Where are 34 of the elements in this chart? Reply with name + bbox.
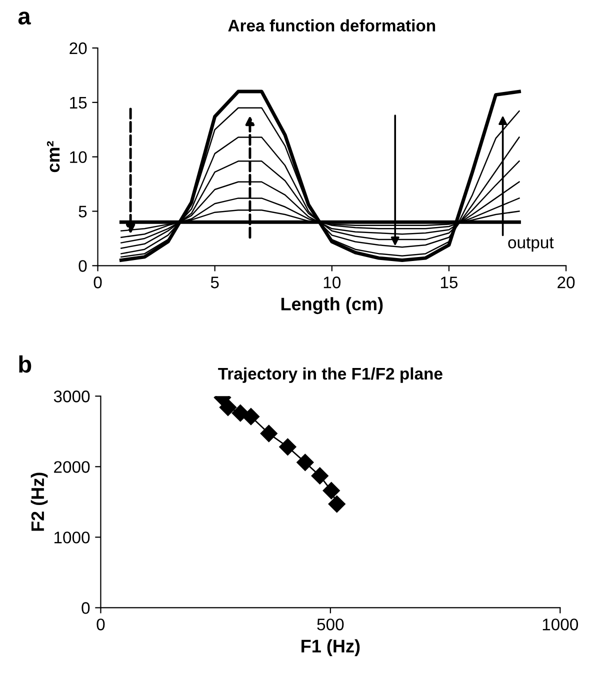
point [322, 482, 340, 500]
y-tick-label: 15 [70, 96, 87, 109]
x-tick-label: 15 [440, 276, 458, 288]
point [260, 424, 278, 442]
x-tick-label: 1000 [542, 618, 578, 630]
point [328, 495, 346, 513]
point [279, 438, 296, 456]
point [242, 408, 260, 426]
point [311, 467, 328, 484]
text: b [19, 355, 32, 373]
x-tick-label: 500 [317, 618, 344, 630]
y-tick-label: 10 [70, 151, 87, 164]
chart-title: Trajectory in the F1/F2 plane [218, 367, 442, 383]
y-tick-label: 5 [78, 206, 87, 218]
x-tick-label: 0 [96, 618, 105, 630]
point [296, 454, 314, 471]
chart-title: Area function deformation [228, 19, 436, 32]
point [219, 398, 237, 416]
x-axis-title: F1 (Hz) [302, 639, 360, 656]
x-tick-label: 5 [210, 276, 219, 288]
annotation: output [508, 237, 554, 252]
y-tick-label: 20 [70, 42, 87, 54]
x-tick-label: 0 [94, 276, 102, 288]
x-tick-label: 10 [324, 276, 341, 288]
y-axis-title: cm² [46, 141, 60, 172]
y-tick-label: 1000 [54, 532, 90, 544]
x-tick-label: 20 [558, 276, 575, 288]
y-tick-label: 0 [78, 260, 87, 272]
y-tick-label: 3000 [54, 390, 90, 402]
y-tick-label: 0 [82, 602, 90, 614]
y-tick-label: 2000 [54, 461, 90, 473]
text: a [18, 12, 31, 25]
y-axis-title: F2 (Hz) [30, 472, 48, 531]
x-axis-title: Length (cm) [281, 297, 383, 314]
